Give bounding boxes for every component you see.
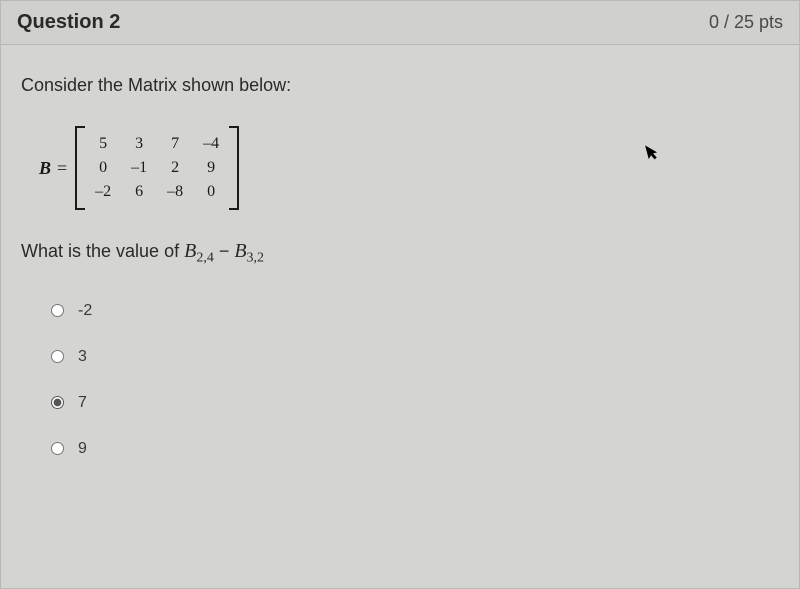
- expr-minus: −: [214, 241, 235, 261]
- option-label: 9: [78, 440, 87, 458]
- answer-list: -2 3 7 9: [21, 302, 779, 458]
- matrix-label: B: [39, 158, 51, 179]
- matrix-cell: 5: [85, 132, 121, 156]
- answer-option-1[interactable]: -2: [51, 302, 779, 320]
- expr-sub2: 3,2: [247, 251, 265, 266]
- matrix-row-2: 0 –1 2 9: [85, 156, 229, 180]
- matrix-brackets: 5 3 7 –4 0 –1 2 9 –2 6 –8: [75, 126, 239, 210]
- radio-option-4[interactable]: [51, 442, 64, 455]
- matrix-cell: –4: [193, 132, 229, 156]
- matrix-cell: 0: [193, 180, 229, 204]
- question-expression: What is the value of B2,4 − B3,2: [21, 240, 779, 267]
- option-label: 3: [78, 348, 87, 366]
- question-header: Question 2 0 / 25 pts: [1, 1, 799, 45]
- matrix-cell: –8: [157, 180, 193, 204]
- matrix-cell: 9: [193, 156, 229, 180]
- answer-option-3[interactable]: 7: [51, 394, 779, 412]
- matrix-cell: 6: [121, 180, 157, 204]
- expr-var2: B: [234, 240, 246, 262]
- matrix-display: B = 5 3 7 –4 0 –1 2 9: [39, 126, 779, 210]
- expr-var1: B: [184, 240, 196, 262]
- answer-option-2[interactable]: 3: [51, 348, 779, 366]
- expr-prefix: What is the value of: [21, 241, 184, 261]
- option-label: 7: [78, 394, 87, 412]
- matrix-row-1: 5 3 7 –4: [85, 132, 229, 156]
- matrix-cell: 2: [157, 156, 193, 180]
- option-label: -2: [78, 302, 92, 320]
- matrix-cell: –1: [121, 156, 157, 180]
- radio-option-3[interactable]: [51, 396, 64, 409]
- matrix-cell: 3: [121, 132, 157, 156]
- intro-text: Consider the Matrix shown below:: [21, 75, 779, 96]
- matrix-cell: 7: [157, 132, 193, 156]
- matrix-cell: –2: [85, 180, 121, 204]
- expr-sub1: 2,4: [196, 251, 214, 266]
- matrix-cell: 0: [85, 156, 121, 180]
- matrix-equals: =: [57, 158, 67, 179]
- matrix-table: 5 3 7 –4 0 –1 2 9 –2 6 –8: [85, 132, 229, 204]
- question-title: Question 2: [17, 11, 120, 34]
- answer-option-4[interactable]: 9: [51, 440, 779, 458]
- question-body: Consider the Matrix shown below: B = 5 3…: [1, 45, 799, 506]
- matrix-row-3: –2 6 –8 0: [85, 180, 229, 204]
- radio-option-1[interactable]: [51, 304, 64, 317]
- question-points: 0 / 25 pts: [709, 12, 783, 33]
- radio-option-2[interactable]: [51, 350, 64, 363]
- question-container: Question 2 0 / 25 pts Consider the Matri…: [0, 0, 800, 589]
